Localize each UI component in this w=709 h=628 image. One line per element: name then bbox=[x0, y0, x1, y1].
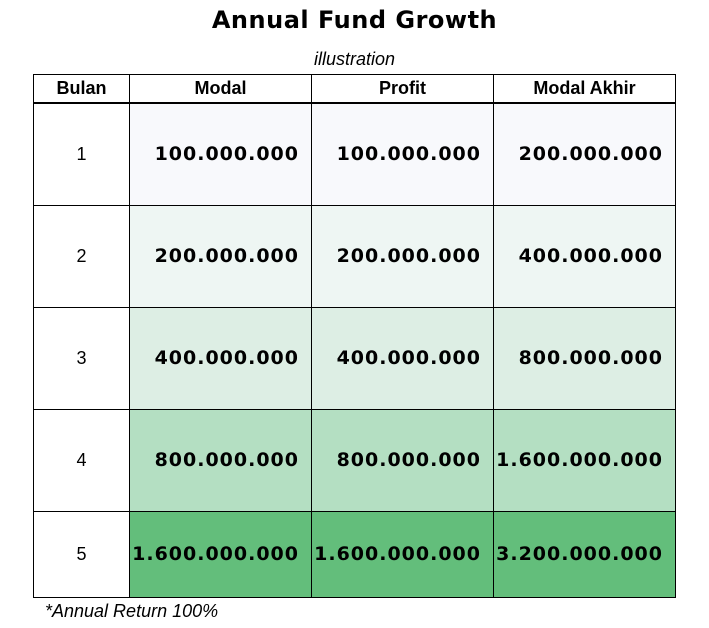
fund-growth-table: Bulan Modal Profit Modal Akhir 1 100.000… bbox=[33, 74, 676, 598]
cell-modal-akhir: 3.200.000.000 bbox=[493, 510, 676, 598]
cell-modal: 200.000.000 bbox=[129, 204, 312, 308]
table-row: 4 800.000.000 800.000.000 1.600.000.000 bbox=[33, 408, 676, 512]
header-modal-akhir: Modal Akhir bbox=[493, 74, 676, 104]
cell-modal: 100.000.000 bbox=[129, 102, 312, 206]
header-bulan: Bulan bbox=[33, 74, 130, 104]
header-modal: Modal bbox=[129, 74, 312, 104]
table-row: 5 1.600.000.000 1.600.000.000 3.200.000.… bbox=[33, 510, 676, 598]
table-header-row: Bulan Modal Profit Modal Akhir bbox=[33, 74, 676, 104]
cell-bulan: 2 bbox=[33, 204, 130, 308]
cell-profit: 800.000.000 bbox=[311, 408, 494, 512]
page-subtitle: illustration bbox=[313, 49, 396, 69]
cell-profit: 100.000.000 bbox=[311, 102, 494, 206]
footnote: *Annual Return 100% bbox=[45, 601, 219, 621]
cell-profit: 200.000.000 bbox=[311, 204, 494, 308]
cell-modal-akhir: 800.000.000 bbox=[493, 306, 676, 410]
cell-bulan: 3 bbox=[33, 306, 130, 410]
table-row: 3 400.000.000 400.000.000 800.000.000 bbox=[33, 306, 676, 410]
cell-bulan: 5 bbox=[33, 510, 130, 598]
page-title: Annual Fund Growth bbox=[211, 6, 498, 34]
cell-bulan: 4 bbox=[33, 408, 130, 512]
cell-profit: 400.000.000 bbox=[311, 306, 494, 410]
cell-modal: 400.000.000 bbox=[129, 306, 312, 410]
cell-modal-akhir: 1.600.000.000 bbox=[493, 408, 676, 512]
table-row: 1 100.000.000 100.000.000 200.000.000 bbox=[33, 102, 676, 206]
cell-modal-akhir: 400.000.000 bbox=[493, 204, 676, 308]
header-profit: Profit bbox=[311, 74, 494, 104]
cell-modal: 1.600.000.000 bbox=[129, 510, 312, 598]
table-row: 2 200.000.000 200.000.000 400.000.000 bbox=[33, 204, 676, 308]
cell-profit: 1.600.000.000 bbox=[311, 510, 494, 598]
cell-modal: 800.000.000 bbox=[129, 408, 312, 512]
cell-modal-akhir: 200.000.000 bbox=[493, 102, 676, 206]
cell-bulan: 1 bbox=[33, 102, 130, 206]
